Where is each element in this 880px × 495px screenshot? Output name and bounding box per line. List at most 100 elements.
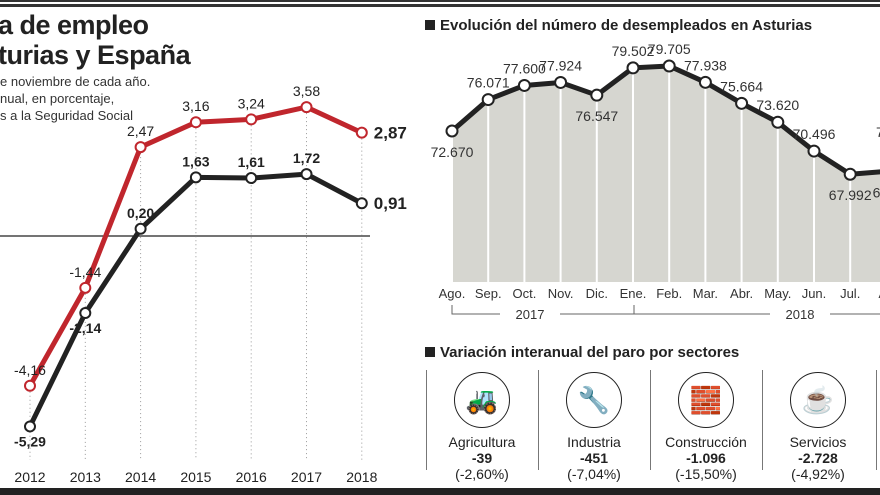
data-point (355, 126, 368, 139)
x-tick-label: 2012 (14, 469, 45, 485)
data-label: 77.600 (503, 60, 546, 76)
year-bracket (451, 305, 880, 315)
data-label: 1,61 (238, 154, 265, 170)
title-line: a de empleo (0, 10, 149, 40)
subtitle-line: e noviembre de cada año. (0, 74, 151, 89)
data-point (735, 96, 749, 110)
data-label: 67.992 (829, 187, 872, 203)
data-label: 76.071 (467, 75, 510, 91)
area-fill (452, 65, 880, 282)
sector-name: Construcción (665, 434, 747, 450)
data-label: 3,16 (182, 98, 209, 114)
data-point (698, 75, 712, 89)
tractor-icon: 🚜 (454, 372, 510, 428)
x-tick-label: Nov. (548, 286, 574, 301)
data-label: 2,47 (127, 123, 154, 139)
sector-servicios: ☕ Servicios -2.728 (-4,92%) (763, 372, 873, 482)
x-tick-label: Oct. (512, 286, 536, 301)
x-tick-label: May. (764, 286, 791, 301)
sector-value: -2.728 (798, 450, 838, 466)
sector-value: -451 (579, 450, 609, 466)
data-label: 1,63 (182, 153, 209, 169)
data-label: 0,20 (127, 205, 154, 221)
x-tick-label: Dic. (586, 286, 608, 301)
sector-divider (426, 370, 427, 470)
data-label: 77.924 (539, 57, 582, 73)
data-point (554, 75, 568, 89)
x-tick-label: Mar. (693, 286, 718, 301)
data-label: 79.502 (612, 43, 655, 59)
data-label: 3,24 (238, 95, 265, 111)
data-point (662, 59, 676, 73)
year-label: 2018 (786, 307, 815, 322)
x-tick-label: Jul. (840, 286, 860, 301)
data-label: -2,14 (69, 320, 101, 336)
subtitle-line: s a la Seguridad Social (0, 108, 133, 123)
sector-name: Agricultura (448, 434, 516, 450)
data-point (300, 101, 313, 114)
title-line: turias y España (0, 40, 191, 70)
x-tick-label: 2016 (236, 469, 267, 485)
data-label: 76.547 (575, 108, 618, 124)
data-label: 1,72 (293, 150, 320, 166)
coffee-cup-icon: ☕ (790, 372, 846, 428)
sector-percent: (-7,04%) (567, 466, 621, 482)
x-tick-label: 2013 (70, 469, 101, 485)
data-point (189, 116, 202, 129)
data-point (355, 197, 368, 210)
sectors-heading: Variación interanual del paro por sector… (425, 344, 739, 361)
right-area-chart: 72.670 Ago. 76.071 Sep. 77.600 Oct. 77.924 Nov.… (431, 41, 880, 322)
data-point (134, 141, 147, 154)
sector-percent: (-4,92%) (791, 466, 845, 482)
sector-value: -39 (471, 450, 493, 466)
data-point (300, 168, 313, 181)
data-point (843, 167, 857, 181)
data-point (807, 144, 821, 158)
data-label: 70.496 (793, 126, 836, 142)
subtitle-line: nual, en porcentaje, (0, 91, 115, 106)
x-tick-label: Ag (878, 286, 880, 301)
data-point (134, 222, 147, 235)
sector-percent: (-15,50%) (675, 466, 737, 482)
data-label: 79.705 (648, 41, 691, 57)
left-chart-title: a de empleo turias y España (0, 10, 191, 70)
data-label: -4,16 (14, 362, 46, 378)
data-label: 2,87 (374, 124, 407, 143)
data-label: -5,29 (14, 433, 46, 449)
data-point (79, 281, 92, 294)
x-tick-label: Ago. (439, 286, 466, 301)
x-tick-label: Sep. (475, 286, 502, 301)
data-point (24, 420, 36, 433)
sector-divider (650, 370, 651, 470)
data-point (517, 78, 531, 92)
data-label: -1,44 (69, 264, 101, 280)
data-point (79, 307, 92, 320)
sector-agricultura: 🚜 Agricultura -39 (-2,60%) (427, 372, 537, 482)
right-chart-heading: Evolución del número de desempleados en … (425, 17, 812, 34)
bottom-rule (0, 488, 880, 495)
wrench-icon: 🔧 (566, 372, 622, 428)
data-point (245, 172, 258, 185)
sector-divider (876, 370, 877, 470)
data-point (445, 124, 459, 138)
sector-name: Industria (567, 434, 621, 450)
x-tick-label: Ene. (620, 286, 647, 301)
year-label: 2017 (516, 307, 545, 322)
sector-divider (538, 370, 539, 470)
sector-industria: 🔧 Industria -451 (-7,04%) (539, 372, 649, 482)
data-point (245, 113, 258, 126)
x-tick-label: Feb. (656, 286, 682, 301)
data-point (771, 115, 785, 129)
data-point (590, 88, 604, 102)
data-point (189, 171, 202, 184)
data-point (481, 93, 495, 107)
data-label: 0,91 (374, 194, 407, 213)
data-label: 73.620 (756, 97, 799, 113)
x-tick-label: Jun. (802, 286, 827, 301)
data-label: 68 (873, 184, 880, 200)
x-tick-label: 2018 (346, 469, 377, 485)
top-rule (0, 0, 880, 7)
data-label: 3,58 (293, 83, 320, 99)
x-tick-label: 2015 (180, 469, 211, 485)
data-label: 77.938 (684, 57, 727, 73)
